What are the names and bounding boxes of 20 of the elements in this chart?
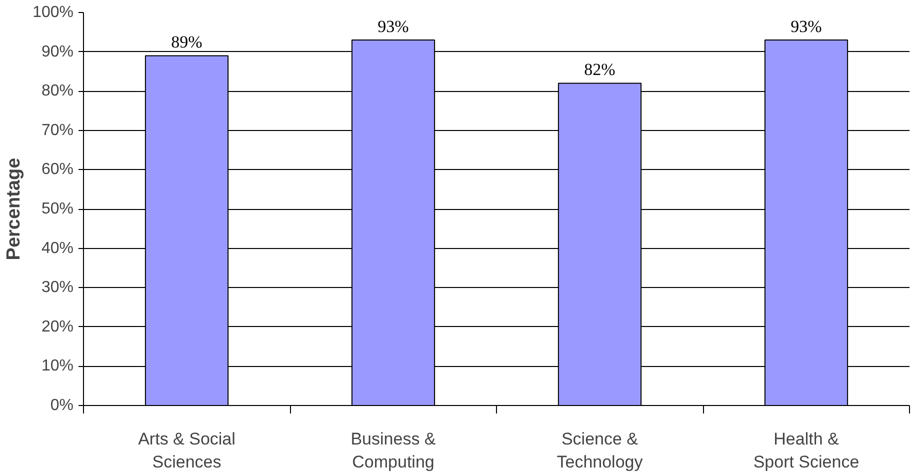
y-tick-label: 0% bbox=[50, 397, 74, 414]
x-tick-label: Arts & Social Sciences bbox=[138, 430, 236, 472]
y-tick-label: 20% bbox=[41, 318, 74, 336]
y-tick-label: 60% bbox=[41, 161, 74, 178]
x-tick-label: Health & Sport Science bbox=[753, 430, 860, 472]
x-tick-label: Science & Technology bbox=[556, 430, 644, 472]
y-tick-label: 10% bbox=[41, 358, 74, 375]
y-tick-label: 90% bbox=[41, 43, 74, 60]
data-label: 89% bbox=[171, 32, 202, 52]
y-tick-label: 100% bbox=[32, 4, 74, 21]
y-tick-label: 50% bbox=[41, 200, 74, 218]
x-tick-label: Business & Computing bbox=[350, 430, 436, 472]
data-label: 82% bbox=[584, 60, 616, 80]
y-tick-label: 80% bbox=[41, 82, 74, 100]
y-tick-label: 30% bbox=[41, 279, 74, 296]
data-label: 93% bbox=[790, 17, 822, 36]
y-tick-label: 40% bbox=[41, 240, 74, 257]
data-label: 93% bbox=[378, 17, 409, 36]
y-tick-label: 70% bbox=[41, 122, 74, 139]
y-axis-title: Percentage bbox=[4, 158, 25, 260]
